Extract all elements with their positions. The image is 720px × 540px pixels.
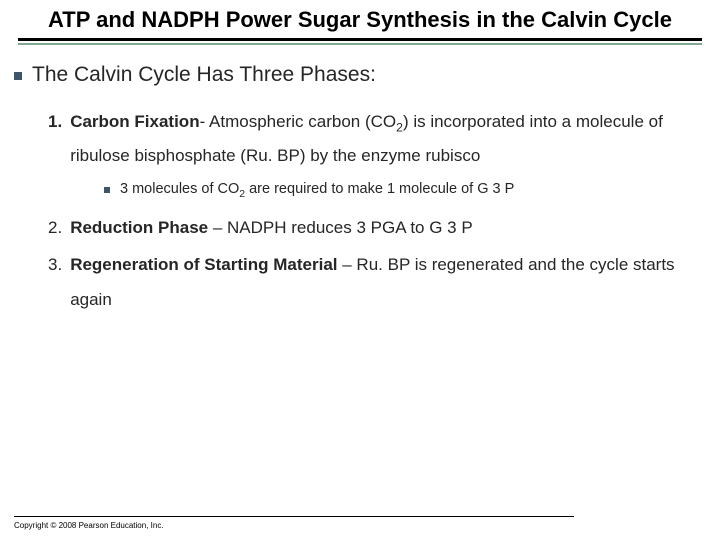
item-body: Carbon Fixation- Atmospheric carbon (CO2… xyxy=(70,105,706,175)
item-number: 2. xyxy=(48,211,62,246)
slide-title: ATP and NADPH Power Sugar Synthesis in t… xyxy=(40,6,680,34)
subscript: 2 xyxy=(396,120,403,134)
title-underline xyxy=(18,38,702,45)
item-label: Regeneration of Starting Material xyxy=(70,255,337,274)
list-item: 1. Carbon Fixation- Atmospheric carbon (… xyxy=(48,105,706,175)
item-label: Carbon Fixation xyxy=(70,112,199,131)
numbered-list: 1. Carbon Fixation- Atmospheric carbon (… xyxy=(14,105,706,318)
square-bullet-icon xyxy=(14,72,22,80)
list-item: 2. Reduction Phase – NADPH reduces 3 PGA… xyxy=(48,211,706,246)
slide-title-area: ATP and NADPH Power Sugar Synthesis in t… xyxy=(0,0,720,34)
item-body: Regeneration of Starting Material – Ru. … xyxy=(70,248,706,318)
item-body: Reduction Phase – NADPH reduces 3 PGA to… xyxy=(70,211,706,246)
section-heading: The Calvin Cycle Has Three Phases: xyxy=(32,63,376,87)
slide-body: The Calvin Cycle Has Three Phases: 1. Ca… xyxy=(0,45,720,318)
heading-row: The Calvin Cycle Has Three Phases: xyxy=(14,63,706,87)
title-underline-top xyxy=(18,38,702,41)
item-sep: - xyxy=(200,112,209,131)
item-label: Reduction Phase xyxy=(70,218,208,237)
item-text: NADPH reduces 3 PGA to G 3 P xyxy=(227,218,473,237)
footer-rule xyxy=(14,516,574,517)
item-sep: – xyxy=(208,218,227,237)
item-number: 1. xyxy=(48,105,62,175)
item-text-a: Atmospheric carbon (CO xyxy=(209,112,396,131)
sub-bullet-text: 3 molecules of CO2 are required to make … xyxy=(120,180,514,199)
sub-text-b: are required to make 1 molecule of G 3 P xyxy=(245,181,514,197)
slide-footer: Copyright © 2008 Pearson Education, Inc. xyxy=(14,516,706,530)
item-sep: – xyxy=(338,255,357,274)
square-bullet-icon xyxy=(104,187,110,193)
sub-bullet-row: 3 molecules of CO2 are required to make … xyxy=(48,180,706,199)
sub-text-a: 3 molecules of CO xyxy=(120,181,239,197)
copyright-text: Copyright © 2008 Pearson Education, Inc. xyxy=(14,521,706,530)
list-item: 3. Regeneration of Starting Material – R… xyxy=(48,248,706,318)
item-number: 3. xyxy=(48,248,62,318)
